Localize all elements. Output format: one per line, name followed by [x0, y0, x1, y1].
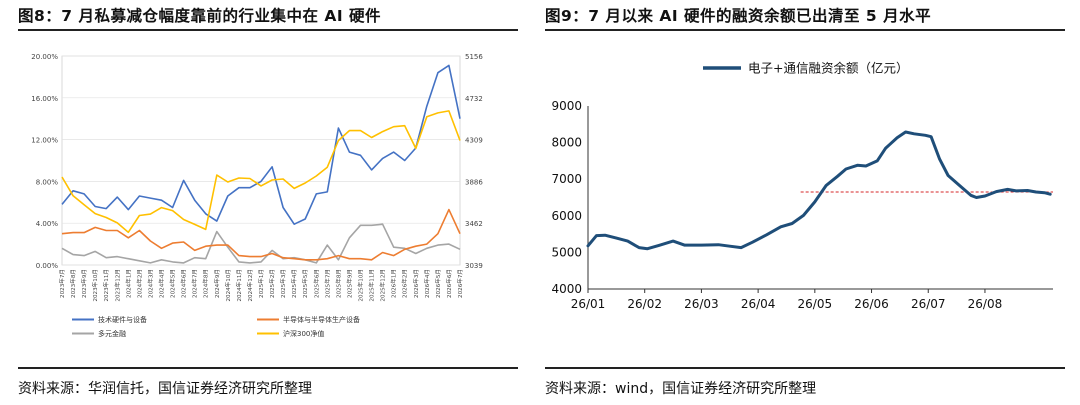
series-line — [586, 130, 1052, 251]
y-tick-label: 7000 — [551, 172, 582, 186]
y-left-tick-label: 20.00% — [31, 53, 58, 61]
legend-label: 多元金融 — [98, 329, 126, 338]
x-tick-label: 2025年12月 — [379, 269, 387, 302]
x-tick-label: 2024年9月 — [213, 269, 221, 298]
x-tick-label: 2024年4月 — [158, 269, 166, 298]
x-tick-label: 26/02 — [627, 297, 662, 311]
right-bottom-rule — [545, 367, 1065, 369]
y-left-tick-label: 12.00% — [31, 137, 58, 145]
x-tick-label: 2024年12月 — [246, 269, 254, 302]
x-tick-label: 2023年9月 — [80, 269, 88, 298]
x-tick-label: 26/05 — [798, 297, 833, 311]
x-tick-label: 26/03 — [684, 297, 719, 311]
x-tick-label: 26/01 — [571, 297, 606, 311]
x-tick-label: 2024年10月 — [224, 269, 232, 302]
x-tick-label: 2024年7月 — [191, 269, 199, 298]
left-source-note: 资料来源：华润信托，国信证券经济研究所整理 — [18, 381, 312, 397]
x-tick-label: 2026年7月 — [456, 269, 464, 298]
left-top-rule — [18, 29, 518, 31]
y-right-tick-label: 3886 — [465, 178, 483, 186]
x-tick-label: 2025年10月 — [357, 269, 365, 302]
right-figure-title: 图9：7 月以来 AI 硬件的融资余额已出清至 5 月水平 — [545, 7, 932, 25]
x-tick-label: 2025年1月 — [257, 269, 265, 298]
x-tick-label: 2025年6月 — [312, 269, 320, 298]
left-bottom-rule — [18, 367, 518, 369]
x-tick-label: 2025年3月 — [279, 269, 287, 298]
left-chart: 0.00% 4.00% 8.00% 12.00% 16.00% 20.00% 3039 346… — [31, 53, 483, 338]
series-line — [61, 223, 461, 264]
x-tick-label: 2026年2月 — [401, 269, 409, 298]
left-figure-title: 图8：7 月私募减仓幅度靠前的行业集中在 AI 硬件 — [18, 7, 382, 25]
left-figure-panel: 图8：7 月私募减仓幅度靠前的行业集中在 AI 硬件 0.00% 4.00% 8.0… — [18, 0, 518, 405]
x-tick-label: 2023年11月 — [102, 269, 110, 302]
series-line — [61, 110, 461, 234]
x-tick-label: 2023年8月 — [69, 269, 77, 298]
x-tick-label: 2025年5月 — [301, 269, 309, 298]
y-left-tick-label: 16.00% — [31, 95, 58, 103]
y-right-tick-label: 3462 — [465, 220, 483, 228]
y-left-tick-label: 4.00% — [36, 220, 59, 228]
x-tick-label: 2025年7月 — [323, 269, 331, 298]
x-tick-label: 2024年11月 — [235, 269, 243, 302]
y-tick-label: 9000 — [551, 99, 582, 113]
right-source-note: 资料来源：wind，国信证券经济研究所整理 — [545, 381, 817, 397]
series-line — [61, 208, 461, 261]
y-right-tick-label: 4732 — [465, 95, 483, 103]
y-left-tick-label: 8.00% — [36, 178, 59, 186]
x-tick-label: 2024年8月 — [202, 269, 210, 298]
right-figure-panel: 图9：7 月以来 AI 硬件的融资余额已出清至 5 月水平 4000 5000 60… — [545, 0, 1065, 405]
legend-label: 半导体与半导体生产设备 — [283, 315, 360, 324]
legend-label: 沪深300净值 — [283, 329, 324, 338]
y-right-tick-label: 4309 — [465, 137, 483, 145]
x-tick-label: 26/04 — [741, 297, 776, 311]
y-tick-label: 6000 — [551, 209, 582, 223]
y-right-tick-label: 3039 — [465, 262, 483, 270]
x-tick-label: 2026年5月 — [434, 269, 442, 298]
x-tick-label: 26/07 — [911, 297, 946, 311]
x-tick-label: 2025年2月 — [268, 269, 276, 298]
y-left-tick-label: 0.00% — [36, 262, 59, 270]
x-tick-label: 2023年12月 — [113, 269, 121, 302]
x-tick-label: 2026年3月 — [412, 269, 420, 298]
x-tick-label: 26/06 — [854, 297, 889, 311]
x-tick-label: 2026年1月 — [390, 269, 398, 298]
x-tick-label: 2024年1月 — [124, 269, 132, 298]
series-line — [61, 64, 461, 225]
y-tick-label: 5000 — [551, 245, 582, 259]
y-right-tick-label: 5156 — [465, 53, 483, 61]
x-tick-label: 2026年6月 — [445, 269, 453, 298]
x-tick-label: 2025年4月 — [290, 269, 298, 298]
x-tick-label: 2024年2月 — [135, 269, 143, 298]
x-tick-label: 2024年5月 — [169, 269, 177, 298]
x-tick-label: 26/08 — [968, 297, 1003, 311]
x-tick-label: 2025年8月 — [334, 269, 342, 298]
y-tick-label: 4000 — [551, 282, 582, 296]
legend-label: 技术硬件与设备 — [98, 315, 147, 324]
right-chart: 4000 5000 6000 7000 8000 9000 26/01 26/02 26/03 2… — [551, 61, 1053, 311]
x-tick-label: 2026年4月 — [423, 269, 431, 298]
x-tick-label: 2023年7月 — [58, 269, 66, 298]
y-tick-label: 8000 — [551, 136, 582, 150]
x-tick-label: 2025年9月 — [345, 269, 353, 298]
x-tick-label: 2024年3月 — [146, 269, 154, 298]
x-tick-label: 2025年11月 — [368, 269, 376, 302]
legend-label: 电子+通信融资余额（亿元） — [748, 61, 908, 76]
x-tick-label: 2024年6月 — [180, 269, 188, 298]
right-top-rule — [545, 29, 1065, 31]
x-tick-label: 2023年10月 — [91, 269, 99, 302]
